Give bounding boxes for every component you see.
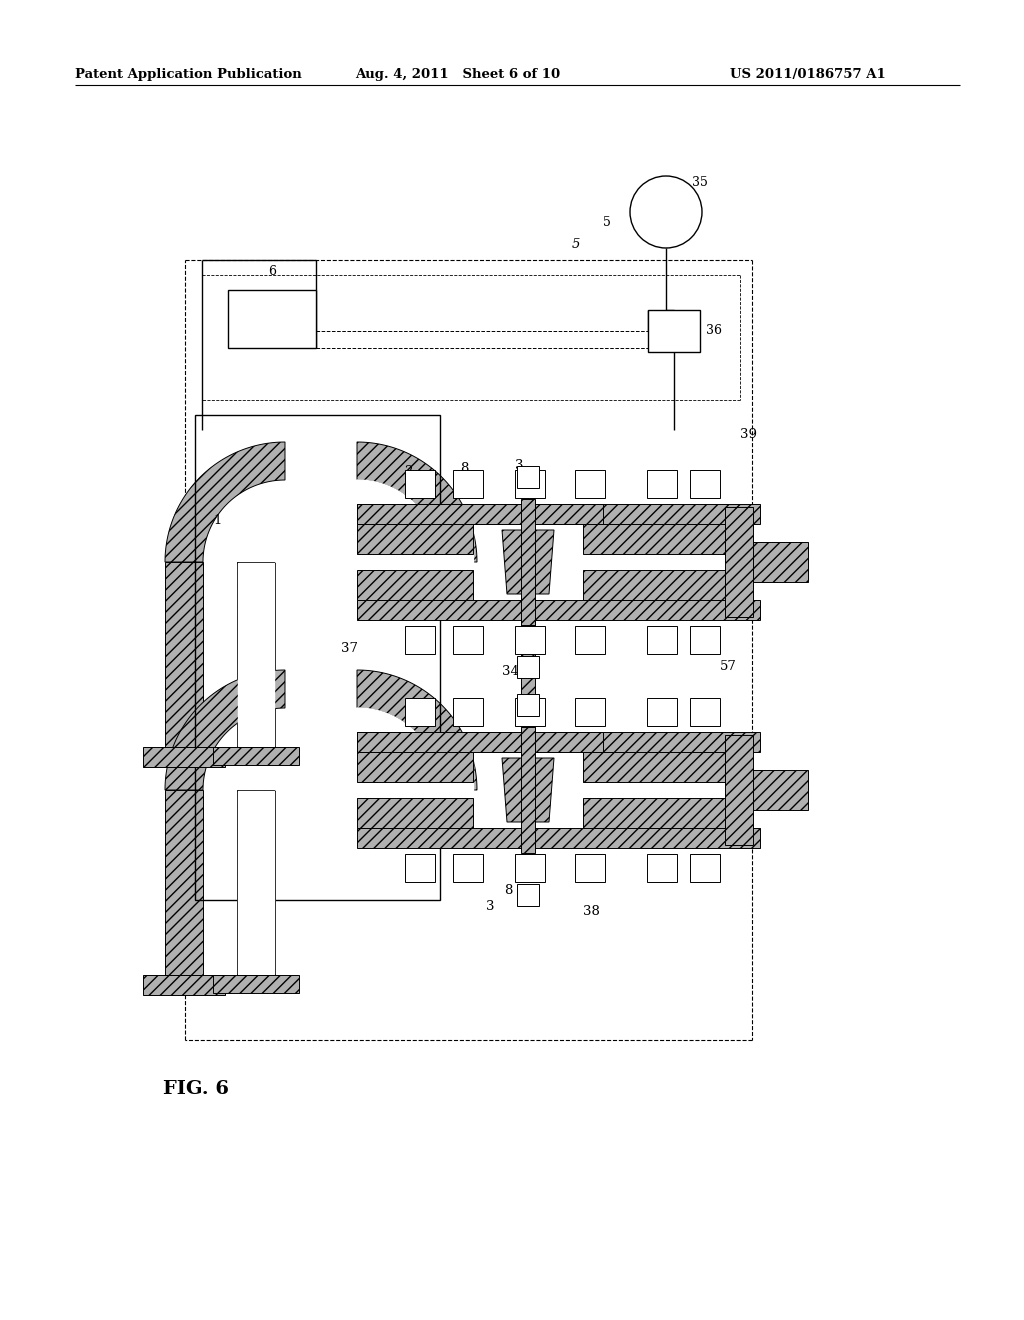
Polygon shape xyxy=(521,499,535,624)
Polygon shape xyxy=(357,525,473,599)
Bar xyxy=(690,470,720,498)
Polygon shape xyxy=(237,562,275,747)
Polygon shape xyxy=(238,564,274,746)
Bar xyxy=(406,470,435,498)
Bar xyxy=(406,698,435,726)
Text: US 2011/0186757 A1: US 2011/0186757 A1 xyxy=(730,69,886,81)
Polygon shape xyxy=(275,480,439,562)
Polygon shape xyxy=(357,442,477,562)
Text: 3: 3 xyxy=(485,900,495,913)
Text: 5: 5 xyxy=(603,215,611,228)
Polygon shape xyxy=(583,752,725,781)
Text: 4: 4 xyxy=(742,513,751,527)
Bar xyxy=(517,884,539,906)
Polygon shape xyxy=(725,735,753,845)
Bar xyxy=(453,470,483,498)
Bar xyxy=(406,626,435,653)
Circle shape xyxy=(630,176,702,248)
Polygon shape xyxy=(502,758,554,822)
Bar xyxy=(515,854,545,882)
Polygon shape xyxy=(165,671,285,789)
Bar xyxy=(690,854,720,882)
Polygon shape xyxy=(753,543,808,582)
Bar xyxy=(575,626,605,653)
Bar xyxy=(517,694,539,715)
Polygon shape xyxy=(583,525,725,599)
Bar xyxy=(575,854,605,882)
Bar xyxy=(517,656,539,678)
Bar xyxy=(647,698,677,726)
Bar xyxy=(453,626,483,653)
Text: 8: 8 xyxy=(460,462,468,475)
Text: FIG. 6: FIG. 6 xyxy=(163,1080,229,1098)
Polygon shape xyxy=(357,733,760,752)
Polygon shape xyxy=(583,752,725,828)
Polygon shape xyxy=(357,752,473,781)
Polygon shape xyxy=(357,752,473,828)
Polygon shape xyxy=(357,799,473,828)
Bar xyxy=(647,854,677,882)
Polygon shape xyxy=(213,747,299,766)
Polygon shape xyxy=(502,531,554,594)
Polygon shape xyxy=(357,524,473,554)
Text: 39: 39 xyxy=(740,429,757,441)
Polygon shape xyxy=(357,671,477,789)
Polygon shape xyxy=(583,799,725,828)
Text: 36: 36 xyxy=(706,325,722,338)
Text: 3: 3 xyxy=(515,459,523,473)
Text: 8: 8 xyxy=(504,884,512,898)
Polygon shape xyxy=(165,562,203,747)
Polygon shape xyxy=(357,601,760,620)
Text: 38: 38 xyxy=(583,906,600,917)
Polygon shape xyxy=(357,504,760,524)
Bar xyxy=(453,698,483,726)
Text: 2: 2 xyxy=(403,465,413,478)
Polygon shape xyxy=(238,791,274,974)
Bar xyxy=(517,466,539,488)
Text: 34: 34 xyxy=(502,665,518,678)
Bar xyxy=(690,698,720,726)
Text: 37: 37 xyxy=(341,642,358,655)
Polygon shape xyxy=(357,828,760,847)
Text: Aug. 4, 2011   Sheet 6 of 10: Aug. 4, 2011 Sheet 6 of 10 xyxy=(355,69,560,81)
Bar xyxy=(453,854,483,882)
Polygon shape xyxy=(143,747,225,767)
Text: 2: 2 xyxy=(403,705,413,718)
Polygon shape xyxy=(165,789,203,975)
Text: 1: 1 xyxy=(214,751,222,764)
Bar xyxy=(647,470,677,498)
Bar xyxy=(195,414,440,900)
Bar xyxy=(690,626,720,653)
Bar xyxy=(647,626,677,653)
Text: 6: 6 xyxy=(268,265,276,279)
Polygon shape xyxy=(165,442,285,562)
Polygon shape xyxy=(725,507,753,616)
Polygon shape xyxy=(213,975,299,993)
Text: 35: 35 xyxy=(692,176,708,189)
Bar xyxy=(406,854,435,882)
Polygon shape xyxy=(357,733,603,752)
Bar xyxy=(575,698,605,726)
Text: 5: 5 xyxy=(571,239,580,252)
Polygon shape xyxy=(583,570,725,601)
Polygon shape xyxy=(521,727,535,853)
Text: 57: 57 xyxy=(720,660,737,673)
Polygon shape xyxy=(521,620,535,733)
Polygon shape xyxy=(275,708,439,789)
Polygon shape xyxy=(357,504,603,524)
Polygon shape xyxy=(143,975,225,995)
Bar xyxy=(575,470,605,498)
Text: 4: 4 xyxy=(742,751,751,764)
Text: 1: 1 xyxy=(214,513,222,527)
Polygon shape xyxy=(753,770,808,810)
Polygon shape xyxy=(357,570,473,601)
Bar xyxy=(515,470,545,498)
Text: Patent Application Publication: Patent Application Publication xyxy=(75,69,302,81)
Bar xyxy=(515,626,545,653)
Bar xyxy=(228,290,316,348)
Bar xyxy=(515,698,545,726)
Polygon shape xyxy=(583,524,725,554)
Polygon shape xyxy=(237,789,275,975)
Bar xyxy=(648,310,700,352)
